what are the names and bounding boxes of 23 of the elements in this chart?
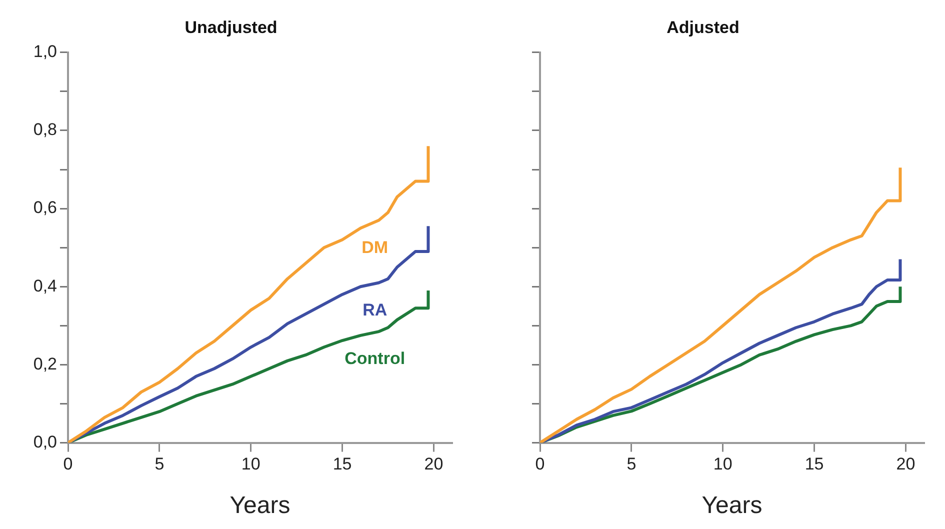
series-label: RA bbox=[362, 300, 388, 320]
x-tick-label: 15 bbox=[804, 454, 824, 474]
x-tick-label: 0 bbox=[535, 454, 545, 474]
x-tick-label: 5 bbox=[626, 454, 636, 474]
x-tick-label: 0 bbox=[63, 454, 73, 474]
x-axis-title: Years bbox=[702, 492, 762, 520]
x-tick-label: 20 bbox=[896, 454, 916, 474]
y-tick-label: 0,6 bbox=[33, 198, 57, 218]
x-tick-label: 5 bbox=[154, 454, 164, 474]
y-tick-label: 1,0 bbox=[33, 42, 57, 62]
series-label: Control bbox=[344, 349, 406, 368]
series-label: DM bbox=[362, 238, 388, 257]
x-tick-label: 20 bbox=[424, 454, 444, 474]
x-tick-label: 10 bbox=[713, 454, 732, 474]
y-tick-label: 0,8 bbox=[33, 120, 57, 140]
x-axis-title: Years bbox=[230, 492, 290, 520]
x-tick-label: 10 bbox=[241, 454, 260, 474]
chart-title: Adjusted bbox=[666, 18, 740, 37]
chart-title: Unadjusted bbox=[184, 18, 278, 37]
y-tick-label: 0,2 bbox=[33, 354, 57, 374]
x-tick-label: 15 bbox=[332, 454, 352, 474]
y-tick-label: 0,0 bbox=[33, 432, 57, 452]
y-tick-label: 0,4 bbox=[33, 276, 57, 296]
